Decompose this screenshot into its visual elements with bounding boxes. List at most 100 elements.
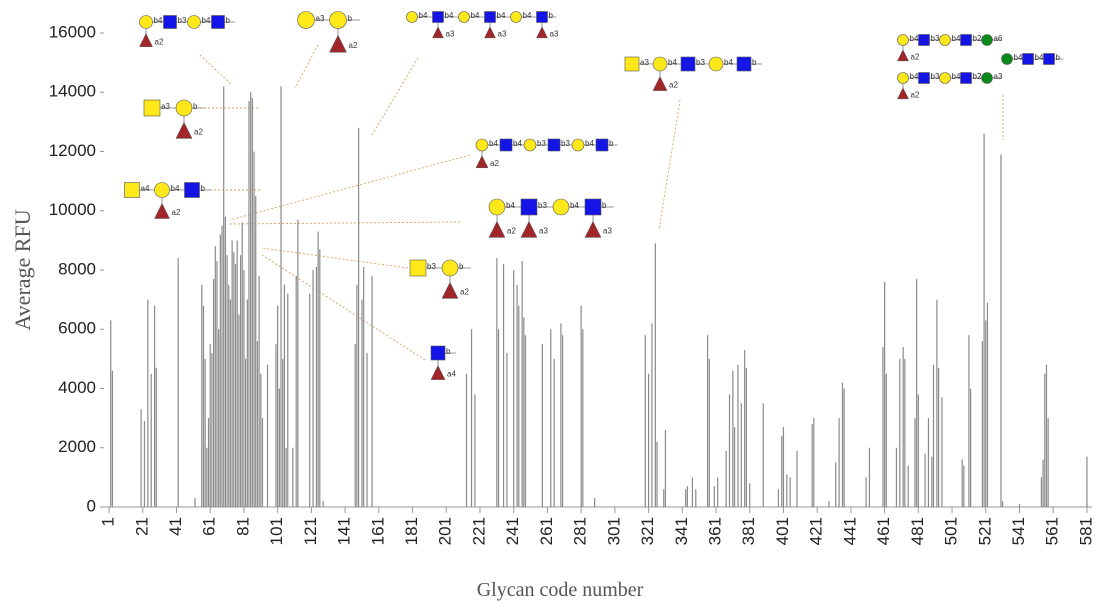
bar: [782, 427, 785, 507]
glycan-link-label: a2: [155, 37, 164, 46]
bar: [287, 293, 289, 507]
glycan-link-label: a3: [550, 30, 559, 39]
glycan-fucose: [536, 26, 548, 39]
glycan-link-label: b4: [523, 11, 532, 20]
glycan-link-label: b3: [931, 34, 940, 43]
glycan-residue: [918, 34, 930, 46]
bar: [506, 352, 508, 507]
bar: [177, 258, 179, 507]
x-tick-label: 261: [537, 517, 556, 545]
glycan-link-label: b: [752, 58, 757, 67]
bar: [361, 299, 363, 507]
bar: [541, 344, 543, 507]
bar: [295, 275, 297, 507]
leader: [199, 54, 233, 86]
bar: [147, 299, 149, 507]
bar: [214, 246, 216, 508]
bar: [728, 394, 731, 507]
glycan-structure: b4 b4 b4 b4 b4 b a3 a3 a3: [406, 11, 559, 39]
glycan-residue: [175, 99, 193, 117]
bar: [251, 98, 253, 508]
glycan-residue: [187, 15, 201, 29]
glycan-link-label: b4: [585, 139, 594, 148]
glycan-link-label: b4: [471, 11, 480, 20]
bar: [238, 314, 240, 507]
glycan-link-label: a3: [539, 227, 548, 236]
bar: [277, 305, 279, 507]
bar: [523, 317, 525, 507]
bar: [285, 447, 287, 507]
glycan-residue: [736, 56, 752, 72]
bar: [366, 352, 368, 507]
leader: [261, 247, 409, 269]
y-tick-label: 10000: [49, 200, 96, 219]
bar: [706, 335, 709, 507]
glycan-structure: a4 b4 b a2: [124, 182, 212, 219]
glycan-residue: [708, 56, 724, 72]
x-tick-label: 161: [368, 517, 387, 545]
bar: [904, 358, 906, 507]
bar: [777, 489, 780, 507]
glycan-link-label: b3: [696, 58, 705, 67]
bar: [916, 278, 918, 507]
bar: [357, 127, 360, 508]
bar: [924, 453, 926, 507]
glycan-residue: [409, 259, 427, 277]
bar: [518, 305, 520, 507]
bar: [647, 373, 650, 507]
glycan-link-label: a3: [640, 58, 649, 67]
bar: [865, 477, 867, 507]
glycan-residue: [523, 138, 537, 152]
x-tick-label: 1: [99, 517, 118, 526]
bar: [725, 450, 727, 507]
glycan-residue: [329, 11, 347, 29]
glycan-residue: [571, 138, 585, 152]
x-tick-label: 181: [402, 517, 421, 545]
bar: [266, 364, 269, 507]
bar: [882, 347, 884, 507]
bar: [927, 418, 930, 507]
glycan-link-label: b4: [513, 139, 522, 148]
glycan-residue: [458, 11, 470, 23]
bar: [516, 284, 518, 507]
bar: [211, 352, 213, 507]
glycan-fucose: [897, 87, 909, 100]
bar: [937, 367, 940, 507]
y-tick-label: 0: [87, 496, 96, 515]
bar: [917, 394, 919, 507]
leader: [294, 44, 319, 89]
bar: [223, 86, 225, 507]
glycan-residue: [475, 138, 489, 152]
glycan-link-label: b4: [910, 34, 919, 43]
glycan-fucose: [175, 121, 193, 139]
glycan-fucose: [432, 26, 444, 39]
glycan-fucose: [139, 33, 153, 47]
bar: [902, 347, 904, 507]
bar: [914, 418, 916, 507]
y-axis-title: Average RFU: [10, 209, 35, 330]
glycan-residue: [960, 72, 972, 84]
glycan-residue: [624, 56, 640, 72]
bar: [140, 409, 142, 507]
bar: [936, 299, 938, 507]
x-tick-label: 361: [706, 517, 725, 545]
glycan-residue: [595, 138, 609, 152]
bar: [907, 465, 909, 507]
y-tick-label: 12000: [49, 141, 96, 160]
glycan-link-label: a2: [460, 288, 469, 297]
glycan-link-label: a3: [498, 30, 507, 39]
glycan-link-label: b4: [497, 11, 506, 20]
bar: [241, 222, 243, 507]
glycan-link-label: a3: [161, 102, 170, 111]
bar: [309, 293, 311, 507]
glycan-residue: [1001, 53, 1013, 65]
bar: [292, 447, 294, 507]
bar: [651, 323, 653, 507]
glycan-link-label: a4: [141, 184, 150, 193]
bar: [524, 335, 527, 507]
glycan-residue: [939, 34, 951, 46]
glycan-fucose: [441, 281, 459, 299]
bar: [246, 299, 248, 507]
bar: [243, 270, 245, 507]
glycan-link-label: b: [459, 262, 464, 271]
